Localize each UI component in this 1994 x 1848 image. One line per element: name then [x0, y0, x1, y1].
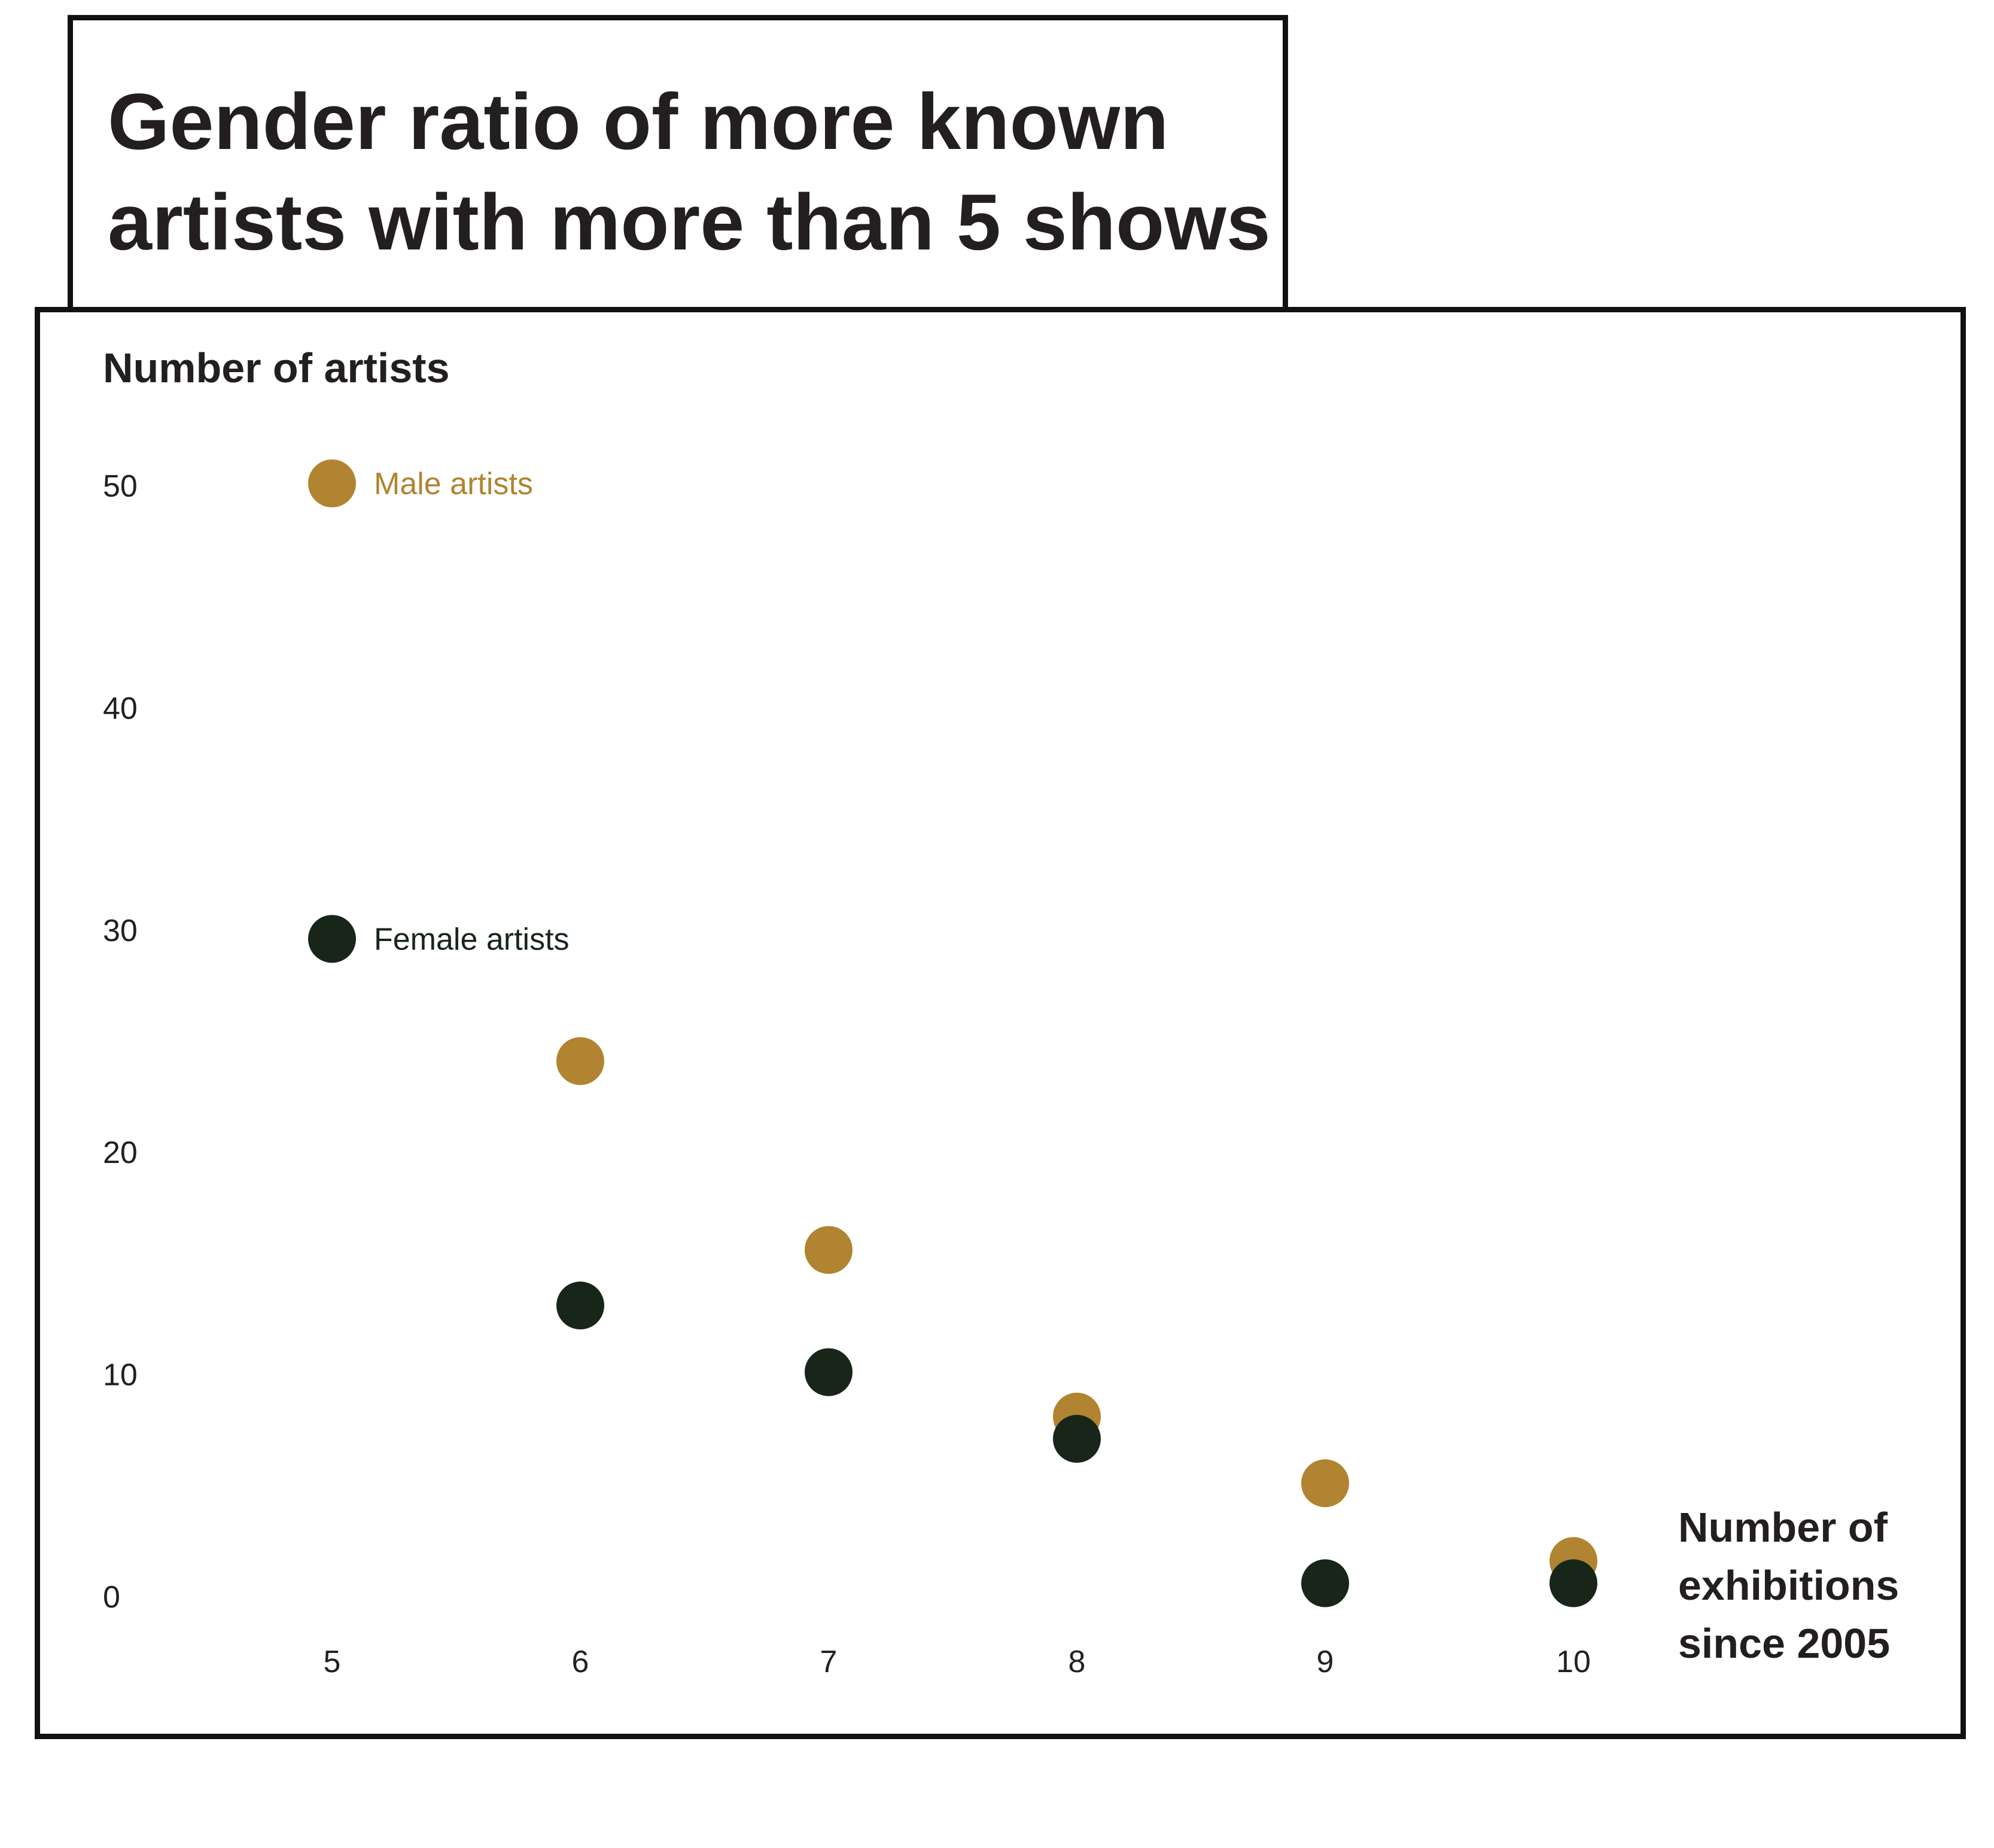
chart-frame: [35, 307, 1966, 1739]
series-labels: Male artists Female artists: [374, 467, 570, 957]
x-tick-label: 5: [324, 1645, 341, 1679]
series-label-male-artists: Male artists: [374, 467, 533, 501]
title-box: Gender ratio of more known artists with …: [68, 15, 1288, 309]
y-tick-label: 30: [103, 914, 138, 948]
x-axis-label: Number of exhibitions since 2005: [1678, 1499, 1899, 1673]
y-axis-label: Number of artists: [103, 345, 450, 391]
y-tick-label: 10: [103, 1358, 138, 1393]
y-axis-ticks: 0 10 20 30 40 50: [103, 469, 138, 1615]
x-tick-label: 7: [820, 1645, 838, 1679]
point-male-artists: [556, 1037, 604, 1085]
x-tick-label: 9: [1317, 1645, 1334, 1679]
point-male-artists: [805, 1226, 853, 1274]
point-female-artists: [1549, 1559, 1597, 1608]
point-male-artists: [1301, 1459, 1349, 1508]
series-label-female-artists: Female artists: [374, 922, 570, 957]
point-female-artists: [308, 915, 356, 963]
point-female-artists: [1053, 1415, 1101, 1463]
x-tick-label: 8: [1068, 1645, 1086, 1679]
chart-title-line-1: Gender ratio of more known: [108, 78, 1169, 166]
y-tick-label: 50: [103, 469, 138, 504]
chart-title-line-2: artists with more than 5 shows: [108, 178, 1271, 267]
y-tick-label: 40: [103, 691, 138, 726]
y-tick-label: 0: [103, 1580, 120, 1615]
x-axis-ticks: 5 6 7 8 9 10: [324, 1645, 1591, 1679]
y-tick-label: 20: [103, 1135, 138, 1170]
chart-title: Gender ratio of more known artists with …: [108, 72, 1304, 273]
point-female-artists: [1301, 1559, 1349, 1608]
x-axis-label-line-1: Number of: [1678, 1504, 1888, 1551]
x-tick-label: 10: [1556, 1645, 1591, 1679]
data-points: [308, 459, 1597, 1608]
x-tick-label: 6: [572, 1645, 589, 1679]
point-male-artists: [308, 459, 356, 507]
point-female-artists: [556, 1281, 604, 1330]
x-axis-label-line-3: since 2005: [1678, 1620, 1891, 1667]
x-axis-label-line-2: exhibitions: [1678, 1562, 1899, 1609]
point-female-artists: [805, 1348, 853, 1396]
